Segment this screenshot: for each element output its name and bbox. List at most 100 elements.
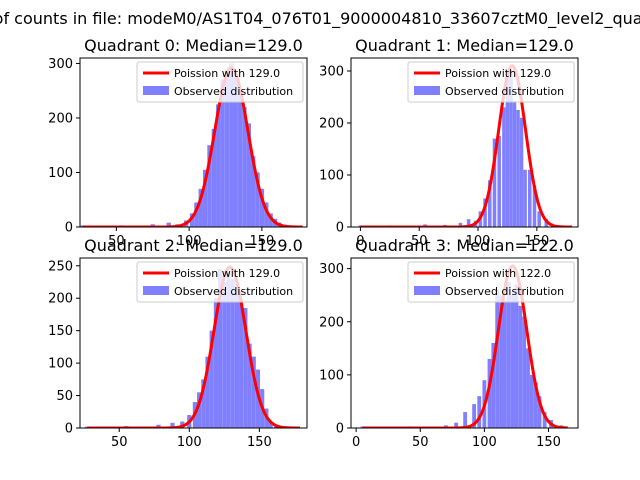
histogram-bar: [243, 307, 248, 428]
y-tick-label: 200: [319, 315, 344, 330]
axes-frame: [350, 57, 579, 228]
histogram-bar: [205, 356, 210, 428]
histogram-bar: [512, 102, 517, 227]
histogram-bar: [237, 90, 243, 227]
y-tick-label: 200: [48, 292, 73, 307]
histogram-bar: [213, 298, 219, 428]
legend-bar-swatch: [414, 286, 440, 295]
histogram-bar: [497, 136, 501, 227]
poisson-curve: [361, 264, 569, 428]
histogram-bar: [458, 222, 463, 227]
histogram-bar: [537, 396, 542, 428]
histogram-bar: [526, 348, 530, 428]
y-tick-label: 300: [48, 57, 73, 72]
legend-label-observed: Observed distribution: [174, 285, 293, 298]
histogram-bar: [218, 269, 223, 428]
x-tick-label: 50: [111, 435, 128, 450]
histogram-bar: [209, 330, 214, 428]
y-tick-label: 200: [48, 111, 73, 126]
histogram-bar: [166, 222, 171, 227]
histogram-bar: [522, 316, 527, 428]
histogram-bar: [492, 138, 497, 227]
histogram-bar: [211, 128, 217, 227]
legend-box: [136, 261, 304, 303]
x-tick-label: 100: [472, 435, 497, 450]
histogram-bar: [268, 421, 273, 428]
x-tick-label: 50: [108, 234, 125, 249]
histogram-bar: [472, 404, 477, 428]
x-tick-label: 150: [524, 234, 549, 249]
histogram-bar: [510, 295, 515, 428]
histogram-bar: [487, 358, 492, 428]
histogram-bar: [537, 211, 541, 227]
y-tick-label: 0: [65, 221, 73, 236]
y-tick-label: 300: [319, 262, 344, 277]
legend-label-observed: Observed distribution: [445, 85, 564, 98]
x-tick-label: 50: [412, 435, 429, 450]
histogram-bar: [233, 77, 238, 227]
histogram-bar: [491, 343, 496, 428]
histogram-bar: [170, 422, 175, 428]
x-tick-label: 150: [247, 435, 272, 450]
x-tick-label: 50: [411, 234, 428, 249]
legend-box: [407, 61, 575, 103]
x-tick-label: 0: [352, 435, 360, 450]
legend: Poission with 129.0 Observed distribution: [407, 61, 575, 103]
subplot-title: Quadrant 0: Median=129.0: [84, 36, 303, 55]
histogram-bar: [251, 356, 256, 428]
histogram-bar: [516, 110, 520, 227]
axes-frame: [350, 257, 579, 429]
legend-label-observed: Observed distribution: [174, 85, 293, 98]
x-tick-label: 0: [356, 234, 364, 249]
x-tick-label: 100: [177, 435, 202, 450]
histogram-bar: [505, 76, 510, 227]
histogram-bar: [533, 382, 538, 428]
histogram-bar: [532, 185, 537, 227]
poisson-curve: [86, 265, 301, 428]
histogram-bar: [483, 198, 487, 227]
legend-box: [136, 61, 304, 103]
histogram-bar: [242, 107, 247, 227]
y-tick-label: 0: [336, 221, 344, 236]
axes-frame: [79, 257, 308, 429]
legend-label-poisson: Poission with 129.0: [174, 267, 280, 280]
y-tick-label: 50: [56, 389, 73, 404]
figure-suptitle: Histogram of counts in file: modeM0/AS1T…: [0, 9, 640, 29]
legend-label-observed: Observed distribution: [445, 285, 564, 298]
subplot-quadrant-0: 50 100 150 0 100 200 300 Quadrant 0: Median=129…: [48, 36, 308, 249]
histogram-bar: [202, 169, 208, 227]
histogram-bar: [499, 295, 503, 428]
histogram-bar: [542, 412, 547, 428]
histogram-bar: [514, 284, 519, 428]
histogram-bar: [84, 426, 90, 428]
histogram-bar: [488, 180, 492, 227]
histogram-bar: [239, 298, 244, 428]
y-tick-label: 100: [319, 368, 344, 383]
histogram-bar: [268, 213, 273, 227]
legend: Poission with 129.0 Observed distribution: [136, 261, 304, 303]
histogram-bar: [156, 424, 161, 428]
histogram-bar: [250, 156, 256, 227]
histogram-bar: [506, 281, 511, 428]
subplot-title: Quadrant 1: Median=129.0: [355, 36, 574, 55]
histogram-bar: [259, 188, 265, 227]
histogram-bar: [229, 63, 234, 227]
histogram-bar: [234, 291, 240, 428]
legend-label-poisson: Poission with 129.0: [445, 67, 551, 80]
subplot-title: Quadrant 2: Median=129.0: [84, 236, 303, 255]
histogram-bar: [247, 343, 252, 428]
histogram-bar: [189, 213, 195, 227]
histogram-bar: [220, 79, 225, 227]
histogram-bar: [198, 188, 203, 227]
histogram-bar: [466, 219, 471, 227]
histogram-bar: [502, 300, 507, 428]
histogram-bar: [255, 172, 260, 227]
histogram-bar: [477, 396, 482, 428]
histogram-bar: [201, 379, 206, 428]
histogram-bar: [463, 412, 468, 428]
histogram-bar: [226, 272, 231, 428]
y-tick-label: 100: [319, 169, 344, 184]
histogram-bar: [509, 71, 513, 227]
y-tick-label: 300: [319, 65, 344, 80]
